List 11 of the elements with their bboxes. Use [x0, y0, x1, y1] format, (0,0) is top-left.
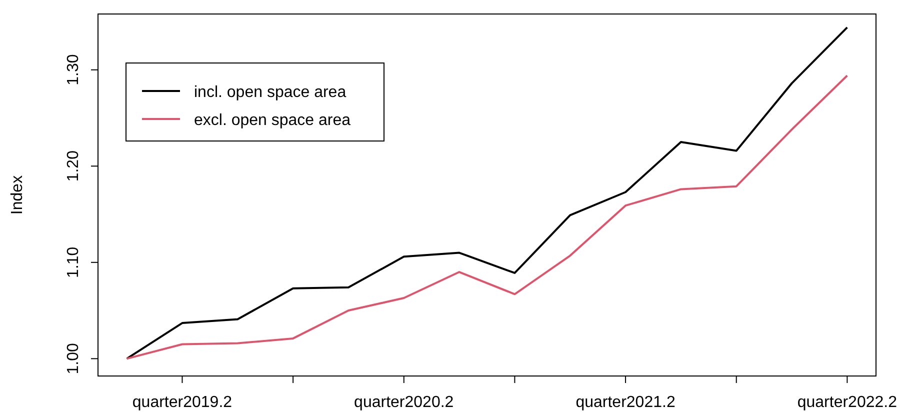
- legend-label: incl. open space area: [194, 84, 346, 101]
- y-axis-title: Index: [9, 175, 26, 215]
- y-tick-label: 1.20: [65, 150, 82, 182]
- legend-label: excl. open space area: [194, 112, 351, 129]
- y-tick-label: 1.10: [65, 246, 82, 278]
- x-tick-label: quarter2019.2: [132, 394, 232, 411]
- y-tick-label: 1.00: [65, 343, 82, 374]
- x-tick-label: quarter2021.2: [576, 394, 676, 411]
- x-tick-label: quarter2022.2: [797, 394, 898, 411]
- y-tick-label: 1.30: [65, 54, 82, 86]
- x-tick-label: quarter2020.2: [354, 394, 454, 411]
